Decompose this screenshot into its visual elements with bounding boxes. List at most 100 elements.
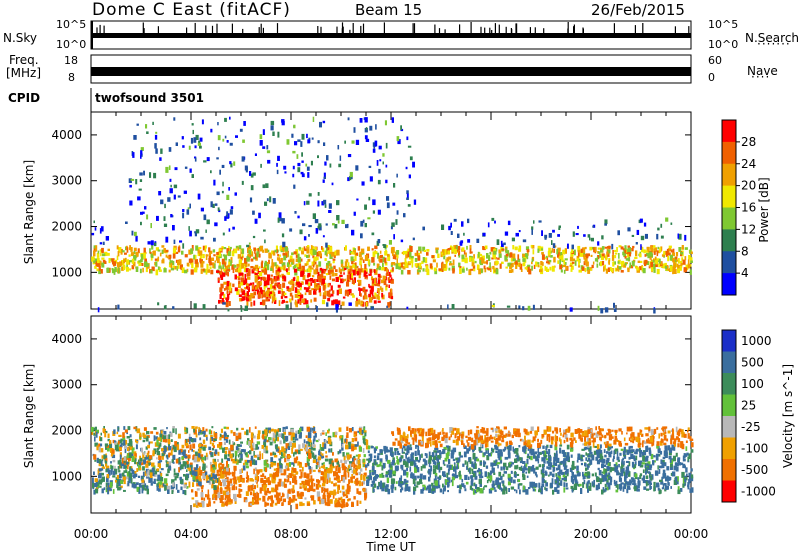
velocity-pixel (362, 435, 366, 440)
power-pixel (540, 261, 543, 266)
velocity-pixel (323, 487, 326, 494)
power-pixel (93, 247, 97, 252)
velocity-pixel (212, 493, 217, 498)
power-pixel (307, 245, 310, 248)
velocity-pixel (397, 453, 401, 456)
power-pixel (150, 240, 154, 246)
power-pixel (293, 184, 296, 189)
velocity-pixel (292, 477, 295, 483)
nsky-spike (470, 22, 472, 33)
nsky-spike (459, 24, 461, 33)
power-pixel (277, 131, 280, 138)
velocity-pixel (114, 440, 118, 445)
power-pixel (230, 163, 233, 168)
power-pixel (326, 155, 329, 161)
velocity-pixel (434, 447, 438, 451)
power-pixel (216, 191, 220, 196)
power-pixel (308, 285, 311, 290)
velocity-pixel (224, 493, 229, 499)
power-pixel (382, 256, 385, 262)
velocity-pixel (668, 455, 672, 460)
power-pixel (666, 249, 669, 252)
velocity-pixel (150, 431, 154, 434)
power-pixel (194, 232, 197, 237)
power-pixel (266, 145, 269, 150)
power-pixel (533, 220, 535, 224)
velocity-pixel (279, 440, 282, 445)
power-pixel (654, 256, 657, 262)
power-pixel (608, 259, 610, 265)
power-pixel (336, 215, 340, 221)
velocity-pixel (557, 485, 560, 488)
velocity-pixel (355, 465, 358, 471)
velocity-pixel (541, 473, 545, 478)
power-pixel (456, 245, 458, 250)
velocity-pixel (242, 465, 246, 471)
power-pixel (271, 280, 273, 285)
velocity-pixel (514, 489, 516, 492)
velocity-pixel (333, 489, 336, 496)
power-pixel (248, 242, 251, 245)
velocity-pixel (254, 467, 257, 471)
power-pixel (278, 212, 282, 218)
power-pixel (654, 261, 658, 266)
velocity-pixel (404, 487, 407, 492)
power-pixel (224, 262, 226, 267)
power-pixel (600, 308, 604, 314)
velocity-pixel (445, 445, 449, 448)
power-pixel (230, 206, 234, 210)
power-pixel (116, 245, 119, 250)
velocity-pixel (158, 463, 161, 469)
velocity-pixel (255, 473, 258, 480)
velocity-pixel (308, 453, 312, 459)
power-pixel (125, 257, 127, 262)
velocity-pixel (413, 462, 417, 468)
power-pixel (572, 258, 576, 262)
velocity-pixel (284, 448, 288, 452)
velocity-pixel (508, 444, 512, 451)
velocity-pixel (253, 455, 257, 458)
velocity-pixel (109, 442, 112, 448)
velocity-pixel (293, 452, 295, 457)
velocity-pixel (247, 486, 251, 492)
velocity-pixel (149, 441, 153, 444)
velocity-pixel (139, 457, 143, 462)
power-pixel (448, 267, 451, 271)
power-pixel (139, 172, 143, 176)
velocity-pixel (543, 450, 547, 455)
velocity-pixel (537, 458, 540, 464)
power-pixel (319, 267, 322, 271)
velocity-pixel (347, 472, 350, 478)
power-pixel (374, 283, 378, 286)
velocity-pixel (309, 444, 312, 449)
velocity-pixel (219, 462, 222, 465)
power-pixel (388, 240, 392, 245)
velocity-pixel (316, 459, 319, 463)
power-pixel (681, 257, 684, 261)
velocity-pixel (534, 471, 537, 476)
velocity-pixel (187, 454, 191, 459)
power-pixel (547, 251, 551, 256)
power-pixel (343, 265, 345, 272)
velocity-pixel (475, 485, 477, 489)
power-pixel (359, 269, 362, 275)
velocity-pixel (264, 436, 267, 442)
velocity-pixel (645, 467, 649, 474)
power-pixel (264, 260, 267, 266)
velocity-pixel (252, 442, 255, 448)
power-pixel (266, 264, 270, 271)
velocity-pixel (351, 438, 355, 443)
velocity-pixel (240, 453, 243, 459)
power-pixel (645, 260, 648, 264)
velocity-pixel (166, 454, 169, 460)
power-pixel (384, 246, 387, 250)
power-pixel (659, 259, 661, 264)
power-pixel (333, 255, 336, 258)
velocity-pixel (186, 464, 190, 468)
velocity-pixel (385, 454, 388, 460)
power-pixel (241, 180, 244, 185)
power-pixel (349, 279, 351, 282)
power-pixel (360, 248, 365, 254)
velocity-pixel (373, 455, 376, 459)
power-pixel (305, 287, 309, 293)
